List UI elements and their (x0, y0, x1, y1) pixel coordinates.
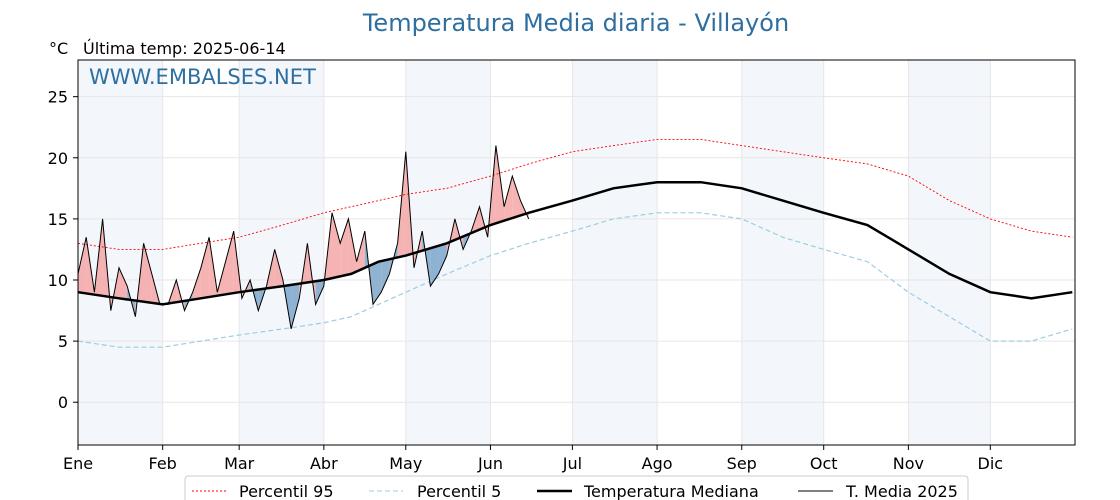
warm-anomaly-fill (274, 249, 283, 288)
y-tick-label: 5 (58, 332, 68, 351)
cold-anomaly-fill (381, 259, 390, 293)
y-axis: 0 5 10 15 20 25 (48, 88, 78, 412)
y-tick-label: 15 (48, 210, 68, 229)
x-tick-label: Abr (310, 454, 338, 473)
chart-title: Temperatura Media diaria - Villayón (362, 9, 789, 37)
x-tick-label: Nov (893, 454, 924, 473)
legend-label-median: Temperatura Mediana (583, 482, 759, 500)
cold-anomaly-fill (291, 283, 300, 329)
x-tick-label: Ago (642, 454, 673, 473)
warm-anomaly-fill (340, 218, 349, 277)
series-lines (77, 138, 1073, 348)
median-line (77, 180, 1073, 306)
warm-anomaly-fill (143, 243, 152, 303)
warm-anomaly-fill (118, 267, 128, 300)
legend-label-2025: T. Media 2025 (845, 482, 958, 500)
warm-anomaly-fill (332, 212, 341, 279)
legend: Percentil 95 Percentil 5 Temperatura Med… (184, 475, 969, 500)
warm-anomaly-fill (192, 267, 201, 300)
warm-anomaly-fill (356, 231, 365, 272)
watermark: WWW.EMBALSES.NET (89, 65, 316, 89)
y-tick-label: 0 (58, 393, 68, 412)
month-bands (78, 60, 991, 445)
warm-anomaly-fill (512, 176, 521, 219)
x-axis: Ene Feb Mar Abr May Jun Jul Ago Sep Oct Nov Dic (63, 445, 1003, 473)
warm-anomaly-fill (504, 176, 513, 221)
x-tick-label: May (389, 454, 422, 473)
grid-lines (77, 60, 1075, 445)
p95-line (77, 138, 1073, 250)
cold-anomaly-fill (373, 261, 382, 305)
x-tick-label: Jun (477, 454, 503, 473)
p5-line (77, 212, 1073, 348)
month-band (572, 60, 658, 445)
warm-anomaly-fill (78, 237, 87, 294)
x-tick-label: Mar (224, 454, 255, 473)
warm-anomaly-fill (495, 145, 505, 224)
month-band (908, 60, 991, 445)
x-tick-label: Oct (810, 454, 838, 473)
x-tick-label: Feb (149, 454, 177, 473)
plot-frame (77, 59, 1076, 446)
legend-box (184, 475, 969, 500)
year-2025-line (77, 145, 530, 330)
y-tick-label: 25 (48, 88, 68, 107)
x-tick-label: Jul (562, 454, 582, 473)
warm-anomaly-fill (454, 218, 464, 250)
month-band (239, 60, 324, 445)
x-tick-label: Dic (978, 454, 1004, 473)
y-unit-label: °C (49, 39, 68, 58)
warm-anomaly-fill (200, 237, 210, 299)
legend-label-p5: Percentil 5 (417, 482, 501, 500)
x-tick-label: Ene (63, 454, 93, 473)
cold-anomaly-fill (315, 280, 324, 305)
last-temp-label: Última temp: 2025-06-14 (83, 39, 286, 58)
warm-anomaly-fill (348, 218, 357, 275)
month-band (78, 60, 163, 445)
y-tick-label: 10 (48, 271, 68, 290)
y-tick-label: 20 (48, 149, 68, 168)
x-tick-label: Sep (727, 454, 757, 473)
cold-anomaly-fill (430, 245, 439, 287)
legend-label-p95: Percentil 95 (239, 482, 334, 500)
warm-anomaly-fill (225, 231, 234, 295)
cold-anomaly-fill (438, 243, 447, 274)
month-band (741, 60, 824, 445)
